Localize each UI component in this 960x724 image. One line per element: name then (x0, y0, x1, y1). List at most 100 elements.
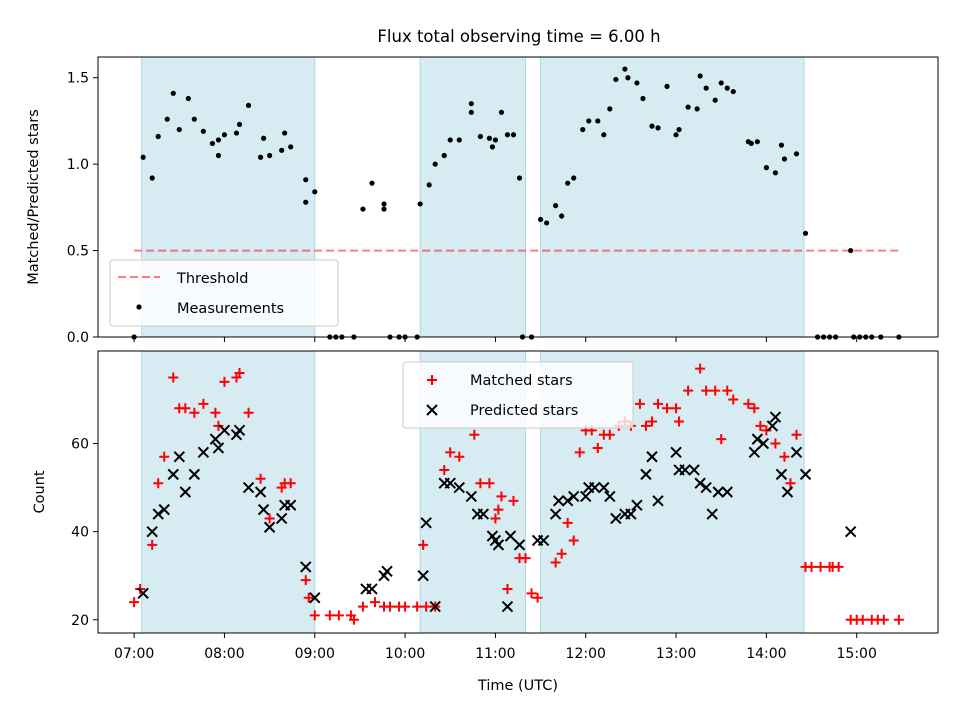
legend-box (109, 259, 339, 327)
matched-star-point (324, 610, 335, 621)
predicted-star-point (604, 490, 616, 503)
measurement-point (640, 95, 646, 102)
matched-star-point (469, 429, 480, 440)
measurement-point (544, 220, 550, 226)
measurement-point (468, 101, 474, 107)
bottom-panel: 07:00 08:00 09:00 10:00 11:00 12:00 13:00 14:00… (32, 350, 939, 694)
x-axis-label: Time (UTC) (477, 678, 558, 694)
measurement-point (191, 116, 197, 122)
measurement-point (772, 170, 779, 176)
measurement-point (781, 156, 788, 162)
measurement-point (763, 165, 769, 171)
matched-star-point (243, 407, 254, 418)
matched-star-point (857, 614, 868, 625)
measurement-point (553, 203, 559, 209)
measurement-point (565, 180, 571, 186)
y-axis-label: Matched/Predicted stars (26, 109, 42, 285)
x-tick-label: 15:00 (837, 646, 877, 662)
predicted-star-point (775, 468, 788, 481)
measurement-point (559, 213, 565, 219)
x-tick-label: 12:00 (566, 646, 606, 662)
measurement-point (694, 106, 700, 112)
measurement-point (257, 154, 264, 160)
measurement-point (492, 137, 499, 143)
matched-star-point (189, 407, 200, 418)
predicted-star-point (766, 420, 779, 432)
measurement-point (595, 118, 601, 124)
matched-star-point (556, 548, 567, 559)
matched-star-point (484, 478, 495, 489)
matched-star-point (400, 601, 411, 612)
predicted-star-point (757, 437, 770, 450)
measurement-point (537, 216, 544, 223)
predicted-star-point (712, 486, 724, 498)
legend-threshold-label: Threshold (176, 271, 248, 287)
measurement-point (730, 88, 736, 95)
matched-star-point (562, 517, 573, 528)
legend-box (402, 361, 634, 429)
matched-star-point (418, 539, 429, 550)
predicted-star-point (429, 600, 441, 613)
y-tick-label: 40 (71, 525, 89, 541)
predicted-star-point (167, 468, 179, 481)
matched-star-point (309, 610, 320, 621)
measurement-point (209, 140, 216, 147)
measurement-point (724, 85, 730, 91)
predicted-star-point (146, 525, 158, 538)
matched-star-point (234, 368, 245, 379)
measurement-point (447, 137, 453, 143)
matched-star-point (508, 495, 519, 506)
predicted-star-point (233, 424, 246, 437)
measurement-point (176, 126, 182, 133)
measurement-point (510, 132, 517, 138)
predicted-star-point (152, 508, 164, 520)
matched-star-point (421, 601, 432, 612)
measurement-point (580, 126, 586, 133)
measurement-point (778, 142, 785, 148)
matched-star-point (493, 504, 504, 515)
predicted-star-point (598, 481, 610, 494)
measurement-point (267, 152, 273, 159)
predicted-star-point (781, 486, 794, 498)
y-tick-label: 20 (71, 613, 89, 629)
predicted-star-point (625, 508, 637, 520)
matched-star-point (722, 385, 733, 396)
predicted-star-point (209, 433, 222, 445)
matched-star-point (701, 385, 712, 396)
measurement-point (477, 133, 483, 140)
measurement-point (793, 151, 800, 157)
matched-star-point (878, 614, 889, 625)
matched-star-point (300, 575, 311, 586)
matched-star-point (255, 473, 266, 484)
legend-predicted-label: Predicted stars (470, 403, 578, 419)
measurement-point (456, 137, 462, 143)
matched-star-point (592, 442, 603, 453)
measurement-point (685, 104, 691, 110)
predicted-star-point (173, 451, 185, 463)
matched-star-point (357, 601, 368, 612)
matched-star-point (695, 363, 706, 374)
predicted-star-point (254, 486, 267, 498)
measurement-point (802, 230, 809, 236)
matched-star-point (634, 398, 645, 409)
measurement-point (607, 106, 613, 112)
axes-frame (97, 56, 939, 338)
measurement-point (426, 182, 432, 188)
measurement-point (233, 130, 240, 136)
predicted-star-point (688, 464, 700, 476)
observing-period-band (540, 56, 805, 338)
measurement-point (622, 66, 628, 72)
predicted-star-point (212, 442, 225, 454)
matched-star-point (285, 478, 296, 489)
matched-star-point (147, 539, 158, 550)
legend-predicted-swatch (426, 404, 438, 416)
predicted-star-point (646, 451, 658, 463)
measurement-point (155, 133, 161, 140)
measurement-point (381, 206, 387, 212)
predicted-star-point (284, 499, 297, 511)
measurement-point (164, 116, 170, 122)
predicted-star-point (263, 521, 276, 533)
matched-star-point (710, 385, 721, 396)
predicted-star-point (610, 512, 622, 525)
predicted-star-point (158, 503, 170, 516)
